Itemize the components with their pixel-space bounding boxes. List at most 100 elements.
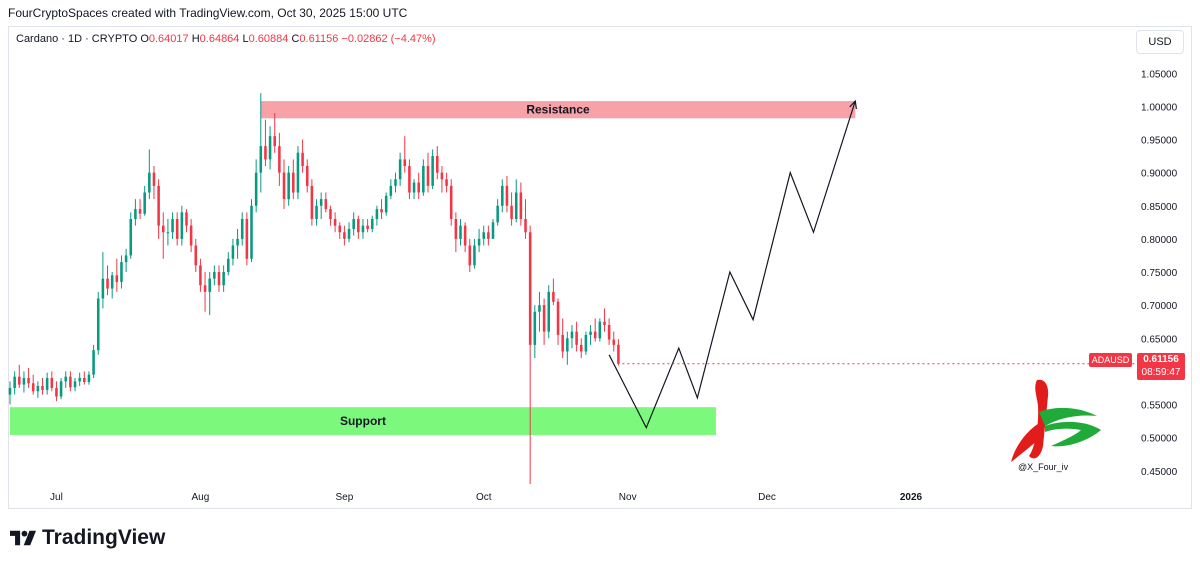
y-tick-label: 0.45000 (1141, 467, 1178, 478)
candle-body (305, 166, 309, 186)
author-handle: @X_Four_iv (1018, 462, 1069, 472)
candle-body (496, 205, 499, 223)
candle-body (278, 146, 281, 173)
candle-body (343, 232, 346, 239)
candle-body (194, 245, 198, 266)
candle-body (552, 291, 555, 302)
candle-body (268, 136, 272, 160)
candle-body (426, 166, 430, 186)
candle-body (27, 378, 30, 384)
candle-body (538, 305, 541, 312)
candle-body (143, 192, 146, 214)
candle-body (347, 228, 351, 239)
candle-body (431, 156, 434, 186)
candle-body (575, 331, 578, 345)
candle-body (352, 219, 355, 229)
candle-body (598, 321, 602, 339)
candle-body (45, 378, 49, 390)
candle-body (166, 232, 170, 234)
candle-body (329, 209, 332, 219)
candle-body (417, 182, 420, 193)
candle-body (389, 185, 393, 196)
y-tick-label: 0.95000 (1141, 136, 1178, 147)
candle-body (454, 219, 458, 239)
candle-body (468, 245, 472, 266)
candle-body (161, 225, 165, 233)
candle-body (120, 262, 123, 282)
last-price-tag: 0.61156 08:59:47 (1137, 353, 1185, 380)
candle-body (319, 199, 323, 206)
candle-body (59, 381, 63, 397)
candle-body (519, 192, 523, 219)
candle-body (69, 376, 72, 388)
y-tick-label: 1.00000 (1141, 102, 1178, 113)
candle-body (301, 152, 304, 166)
candle-body (384, 195, 388, 213)
candle-body (510, 205, 513, 219)
candle-body (157, 185, 160, 226)
candle-body (463, 225, 467, 246)
candle-body (403, 159, 407, 166)
candle-body (134, 209, 137, 219)
candle-body (41, 385, 44, 390)
y-tick-label: 0.50000 (1141, 434, 1178, 445)
candle-body (64, 376, 68, 382)
brand-name: TradingView (42, 526, 166, 549)
candle-body (50, 378, 54, 388)
candle-body (152, 172, 156, 186)
candle-body (380, 209, 383, 213)
candle-body (398, 159, 402, 180)
y-tick-label: 0.80000 (1141, 235, 1178, 246)
y-tick-label: 0.90000 (1141, 169, 1178, 180)
candle-body (236, 238, 239, 246)
candle-body (440, 172, 444, 180)
candle-body (584, 334, 588, 352)
x-tick-label: Nov (619, 492, 637, 503)
open-value: 0.64017 (148, 33, 189, 45)
zone-resistance (260, 101, 856, 119)
zone-label-support: Support (340, 414, 386, 428)
candle-body (180, 212, 184, 239)
candle-body (22, 378, 26, 385)
high-value: 0.64864 (199, 33, 240, 45)
candle-body (106, 278, 109, 289)
candle-body (83, 378, 86, 382)
candle-body (110, 275, 114, 289)
currency-button[interactable]: USD (1136, 30, 1184, 54)
candle-body (449, 185, 453, 219)
x-tick-label: Oct (476, 492, 492, 503)
candle-body (593, 331, 597, 339)
candle-body (92, 350, 95, 375)
candle-body (296, 152, 300, 193)
zone-label-resistance: Resistance (526, 103, 590, 117)
x-tick-label: 2026 (900, 492, 923, 503)
candle-body (333, 219, 337, 226)
candle-body (138, 209, 142, 214)
candle-body (222, 272, 225, 286)
change-value: −0.02862 (−4.47%) (341, 33, 436, 45)
candle-body (394, 179, 397, 186)
last-price: 0.61156 (1143, 354, 1179, 365)
bar-countdown: 08:59:47 (1141, 367, 1181, 378)
close-label: C (291, 33, 300, 45)
candle-body (310, 185, 314, 219)
candle-body (505, 185, 509, 206)
candle-body (273, 136, 277, 147)
candle-body (115, 275, 119, 282)
candle-body (245, 219, 249, 259)
zone-support (10, 407, 716, 435)
open-label: O (140, 33, 149, 45)
candle-body (617, 344, 620, 364)
symbol-name: Cardano · 1D · CRYPTO (16, 33, 138, 45)
candle-body (408, 166, 411, 193)
candle-body (603, 321, 606, 325)
candle-body (556, 301, 560, 335)
candle-body (579, 344, 583, 352)
candle-body (171, 219, 174, 233)
author-logo-icon (1011, 379, 1101, 462)
candle-body (315, 205, 318, 219)
candle-body (533, 311, 537, 345)
candle-body (491, 222, 495, 239)
candle-body (422, 166, 425, 193)
